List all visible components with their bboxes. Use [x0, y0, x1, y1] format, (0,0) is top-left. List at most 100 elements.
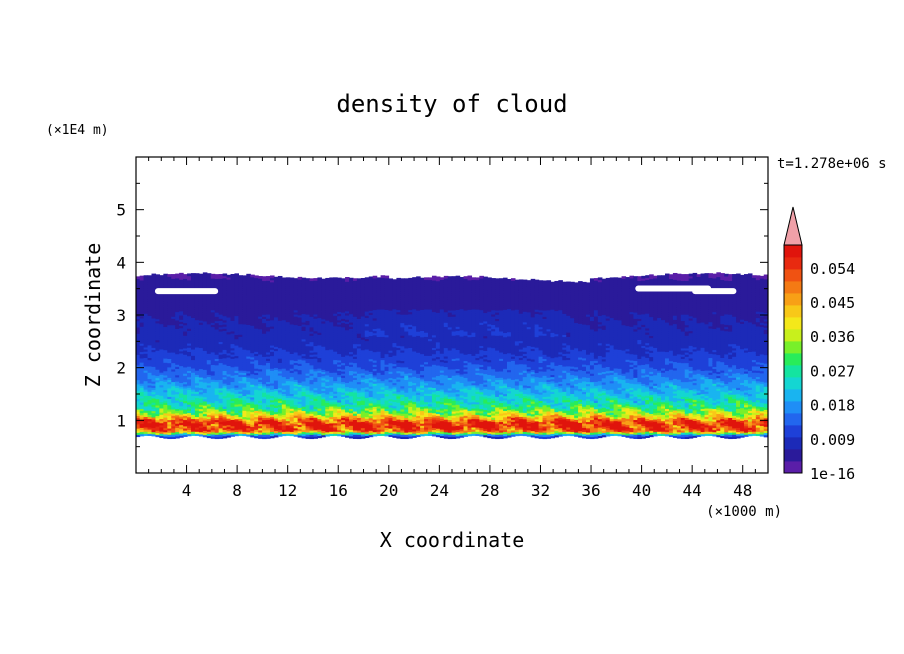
density-cell [187, 412, 192, 416]
density-cell [159, 304, 164, 308]
density-cell [143, 426, 149, 430]
density-cell [258, 415, 263, 418]
density-cell [254, 349, 259, 352]
density-cell [250, 354, 255, 358]
density-cell [183, 379, 188, 383]
density-cell [277, 326, 283, 330]
density-cell [297, 337, 303, 341]
density-cell [139, 355, 145, 359]
density-cell [206, 315, 212, 319]
density-cell [171, 413, 176, 416]
density-cell [202, 301, 208, 305]
density-cell [285, 351, 291, 354]
density-cell [147, 344, 153, 348]
density-cell [250, 358, 255, 362]
density-cell [270, 357, 275, 361]
density-cell [254, 288, 259, 291]
density-cell [151, 425, 157, 428]
density-cell [179, 432, 184, 436]
density-cell [171, 421, 176, 425]
density-cell [222, 361, 228, 365]
density-cell [167, 389, 172, 393]
density-cell [301, 338, 307, 342]
density-cell [179, 422, 184, 426]
density-cell [206, 353, 212, 356]
density-cell [258, 398, 263, 401]
density-cell [171, 436, 176, 439]
density-cell [175, 275, 180, 279]
density-cell [191, 300, 196, 304]
density-cell [281, 283, 287, 287]
density-cell [183, 366, 188, 370]
density-cell [214, 375, 220, 378]
density-cell [206, 277, 212, 281]
density-cell [301, 328, 307, 331]
density-cell [187, 391, 192, 395]
density-cell [238, 277, 243, 281]
density-cell [293, 404, 299, 408]
density-cell [309, 404, 315, 408]
density-cell [250, 283, 255, 286]
density-cell [143, 401, 149, 405]
density-cell [238, 410, 243, 413]
density-cell [262, 358, 267, 362]
density-cell [210, 347, 216, 351]
density-cell [230, 402, 236, 406]
density-cell [234, 385, 239, 388]
density-cell [175, 349, 180, 353]
density-cell [246, 313, 251, 317]
density-cell [254, 309, 259, 312]
density-cell [206, 418, 212, 422]
density-cell [273, 329, 279, 333]
density-cell [151, 324, 157, 327]
density-cell [139, 416, 145, 420]
density-cell [143, 384, 149, 388]
density-cell [151, 313, 157, 317]
density-cell [218, 398, 224, 402]
density-cell [254, 328, 259, 331]
density-cell [206, 410, 212, 413]
density-cell [277, 429, 283, 433]
density-cell [309, 295, 315, 298]
density-cell [309, 312, 315, 315]
density-cell [254, 279, 259, 283]
density-cell [194, 401, 200, 405]
density-cell [222, 423, 228, 426]
density-cell [226, 422, 232, 425]
density-cell [159, 388, 164, 392]
density-cell [238, 386, 243, 390]
density-cell [297, 333, 303, 337]
density-cell [163, 425, 168, 429]
density-cell [305, 429, 311, 433]
density-cell [309, 347, 315, 351]
density-cell [179, 426, 184, 430]
density-cell [309, 377, 315, 381]
density-cell [194, 359, 200, 363]
density-cell [136, 394, 141, 398]
density-cell [238, 351, 243, 354]
density-cell [139, 300, 145, 304]
density-cell [313, 330, 318, 334]
density-cell [238, 283, 243, 287]
density-cell [262, 402, 267, 406]
density-cell [289, 313, 295, 317]
density-cell [143, 285, 149, 289]
density-cell [262, 333, 267, 336]
density-cell [214, 387, 220, 391]
density-cell [194, 384, 200, 388]
density-cell [151, 374, 157, 378]
density-cell [171, 330, 176, 334]
density-cell [242, 427, 247, 430]
density-cell [191, 422, 196, 426]
density-cell [305, 434, 311, 437]
density-cell [313, 362, 318, 366]
density-cell [226, 314, 232, 318]
density-cell [202, 411, 208, 415]
density-cell [309, 339, 315, 343]
density-cell [246, 374, 251, 378]
density-cell [262, 303, 267, 307]
density-cell [218, 347, 224, 351]
density-cell [289, 361, 295, 365]
density-cell [147, 433, 153, 436]
density-cell [198, 324, 204, 327]
